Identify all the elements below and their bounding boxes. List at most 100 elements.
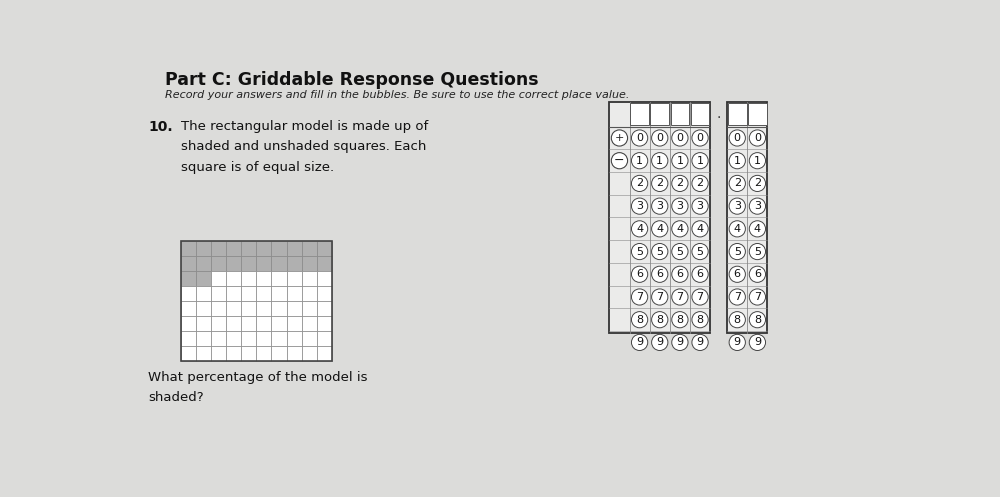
Text: 1: 1 <box>656 156 663 166</box>
Text: 5: 5 <box>636 247 643 256</box>
Bar <box>226 256 241 271</box>
Circle shape <box>631 312 648 328</box>
Text: 5: 5 <box>734 247 741 256</box>
Circle shape <box>631 153 648 169</box>
Text: 6: 6 <box>754 269 761 279</box>
Bar <box>196 346 211 361</box>
Text: 6: 6 <box>676 269 683 279</box>
Bar <box>287 331 302 346</box>
Circle shape <box>652 130 668 146</box>
Bar <box>302 317 317 331</box>
Circle shape <box>749 130 766 146</box>
Circle shape <box>692 244 708 259</box>
Bar <box>196 301 211 317</box>
Circle shape <box>652 289 668 305</box>
Circle shape <box>729 198 745 214</box>
Text: 0: 0 <box>676 133 683 143</box>
Text: 8: 8 <box>676 315 683 325</box>
Bar <box>241 271 256 286</box>
Bar <box>256 242 271 256</box>
Bar <box>287 346 302 361</box>
Text: 6: 6 <box>636 269 643 279</box>
Bar <box>287 317 302 331</box>
Bar <box>181 256 196 271</box>
Bar <box>241 346 256 361</box>
Circle shape <box>652 198 668 214</box>
Bar <box>211 317 226 331</box>
Circle shape <box>692 130 708 146</box>
Bar <box>671 103 689 125</box>
Text: 5: 5 <box>676 247 683 256</box>
Circle shape <box>692 266 708 282</box>
Text: 10.: 10. <box>148 120 173 135</box>
Bar <box>256 256 271 271</box>
Text: 8: 8 <box>656 315 663 325</box>
Bar <box>271 346 287 361</box>
Text: 4: 4 <box>754 224 761 234</box>
Bar <box>181 301 196 317</box>
Bar <box>181 242 196 256</box>
Circle shape <box>672 266 688 282</box>
Bar <box>226 317 241 331</box>
Text: 7: 7 <box>696 292 704 302</box>
Bar <box>241 317 256 331</box>
Circle shape <box>652 153 668 169</box>
Bar <box>211 331 226 346</box>
Text: 8: 8 <box>636 315 643 325</box>
Bar <box>271 242 287 256</box>
Text: −: − <box>614 154 625 167</box>
Circle shape <box>692 312 708 328</box>
Bar <box>691 103 709 125</box>
Circle shape <box>672 289 688 305</box>
Circle shape <box>729 175 745 191</box>
Bar <box>317 346 332 361</box>
Bar <box>241 242 256 256</box>
Bar <box>271 317 287 331</box>
Text: 7: 7 <box>636 292 643 302</box>
Text: 4: 4 <box>696 224 704 234</box>
Text: shaded and unshaded squares. Each: shaded and unshaded squares. Each <box>181 141 426 154</box>
Circle shape <box>692 334 708 350</box>
Bar <box>256 286 271 301</box>
Bar <box>271 286 287 301</box>
Circle shape <box>611 130 628 146</box>
Circle shape <box>692 221 708 237</box>
Circle shape <box>672 312 688 328</box>
Text: 4: 4 <box>734 224 741 234</box>
Circle shape <box>631 266 648 282</box>
Text: 2: 2 <box>734 178 741 188</box>
Text: 8: 8 <box>696 315 704 325</box>
Text: 5: 5 <box>656 247 663 256</box>
Circle shape <box>749 289 766 305</box>
Circle shape <box>749 266 766 282</box>
Bar <box>302 301 317 317</box>
Bar <box>271 271 287 286</box>
Text: 7: 7 <box>734 292 741 302</box>
Text: +: + <box>615 133 624 143</box>
Text: 6: 6 <box>697 269 704 279</box>
Text: 2: 2 <box>754 178 761 188</box>
Text: 1: 1 <box>697 156 704 166</box>
Bar <box>226 271 241 286</box>
Circle shape <box>672 153 688 169</box>
Bar <box>181 242 332 361</box>
Text: The rectangular model is made up of: The rectangular model is made up of <box>181 120 428 134</box>
Bar <box>287 286 302 301</box>
Circle shape <box>729 130 745 146</box>
Text: 3: 3 <box>734 201 741 211</box>
Text: 2: 2 <box>656 178 663 188</box>
Bar <box>241 256 256 271</box>
Bar <box>226 346 241 361</box>
Bar <box>302 271 317 286</box>
Bar <box>226 301 241 317</box>
Circle shape <box>692 153 708 169</box>
Text: 0: 0 <box>656 133 663 143</box>
Circle shape <box>652 244 668 259</box>
Text: square is of equal size.: square is of equal size. <box>181 161 334 173</box>
Circle shape <box>729 221 745 237</box>
Text: 2: 2 <box>676 178 683 188</box>
Text: 9: 9 <box>754 337 761 347</box>
Text: 1: 1 <box>754 156 761 166</box>
Bar <box>271 331 287 346</box>
Bar <box>317 242 332 256</box>
